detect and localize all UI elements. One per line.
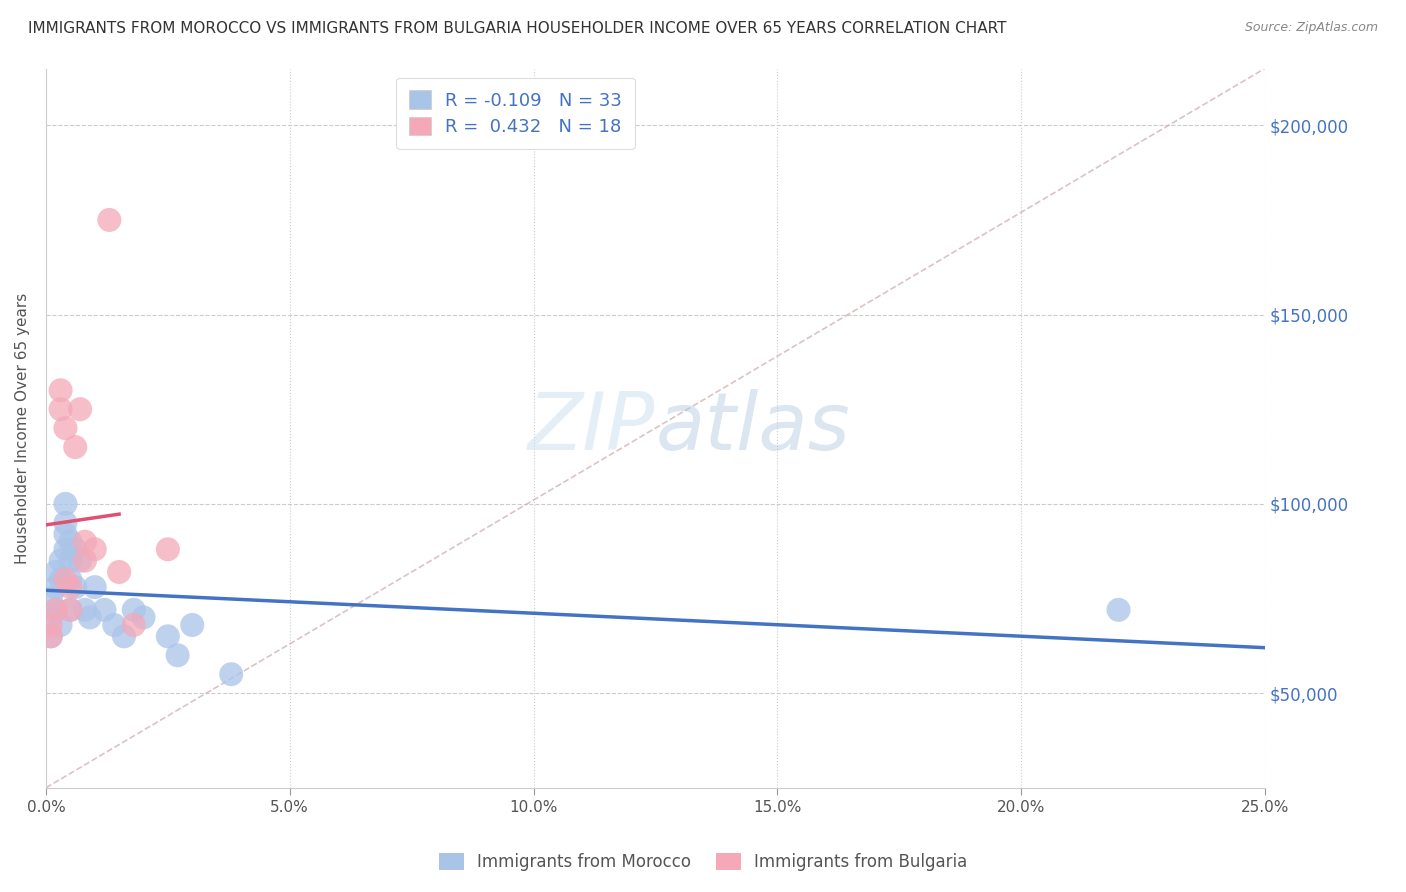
Text: ZIP: ZIP — [529, 389, 655, 467]
Legend: R = -0.109   N = 33, R =  0.432   N = 18: R = -0.109 N = 33, R = 0.432 N = 18 — [396, 78, 634, 149]
Point — [73, 603, 96, 617]
Point — [55, 527, 77, 541]
Point — [55, 516, 77, 530]
Point — [98, 213, 121, 227]
Point — [83, 542, 105, 557]
Point — [122, 603, 145, 617]
Point — [55, 421, 77, 435]
Point — [45, 580, 67, 594]
Point — [166, 648, 188, 663]
Point — [122, 618, 145, 632]
Point — [132, 610, 155, 624]
Text: IMMIGRANTS FROM MOROCCO VS IMMIGRANTS FROM BULGARIA HOUSEHOLDER INCOME OVER 65 Y: IMMIGRANTS FROM MOROCCO VS IMMIGRANTS FR… — [28, 21, 1007, 36]
Point — [49, 402, 72, 417]
Point — [49, 384, 72, 398]
Point — [69, 402, 91, 417]
Point — [49, 573, 72, 587]
Text: atlas: atlas — [655, 389, 851, 467]
Point — [108, 565, 131, 579]
Point — [59, 603, 82, 617]
Legend: Immigrants from Morocco, Immigrants from Bulgaria: Immigrants from Morocco, Immigrants from… — [430, 845, 976, 880]
Point — [156, 629, 179, 643]
Point — [39, 629, 62, 643]
Point — [1108, 603, 1130, 617]
Point — [156, 542, 179, 557]
Point — [73, 534, 96, 549]
Point — [79, 610, 101, 624]
Text: Source: ZipAtlas.com: Source: ZipAtlas.com — [1244, 21, 1378, 34]
Point — [59, 554, 82, 568]
Point — [59, 580, 82, 594]
Point — [59, 603, 82, 617]
Point — [65, 440, 87, 454]
Point — [45, 565, 67, 579]
Point — [59, 534, 82, 549]
Point — [49, 554, 72, 568]
Point — [83, 580, 105, 594]
Point — [65, 542, 87, 557]
Point — [65, 580, 87, 594]
Y-axis label: Householder Income Over 65 years: Householder Income Over 65 years — [15, 293, 30, 564]
Point — [39, 629, 62, 643]
Point — [93, 603, 115, 617]
Point — [39, 591, 62, 606]
Point — [59, 573, 82, 587]
Point — [219, 667, 242, 681]
Point — [55, 542, 77, 557]
Point — [181, 618, 204, 632]
Point — [73, 554, 96, 568]
Point — [39, 618, 62, 632]
Point — [55, 573, 77, 587]
Point — [112, 629, 135, 643]
Point — [45, 603, 67, 617]
Point — [39, 610, 62, 624]
Point — [45, 603, 67, 617]
Point — [49, 618, 72, 632]
Point — [55, 497, 77, 511]
Point — [69, 554, 91, 568]
Point — [103, 618, 125, 632]
